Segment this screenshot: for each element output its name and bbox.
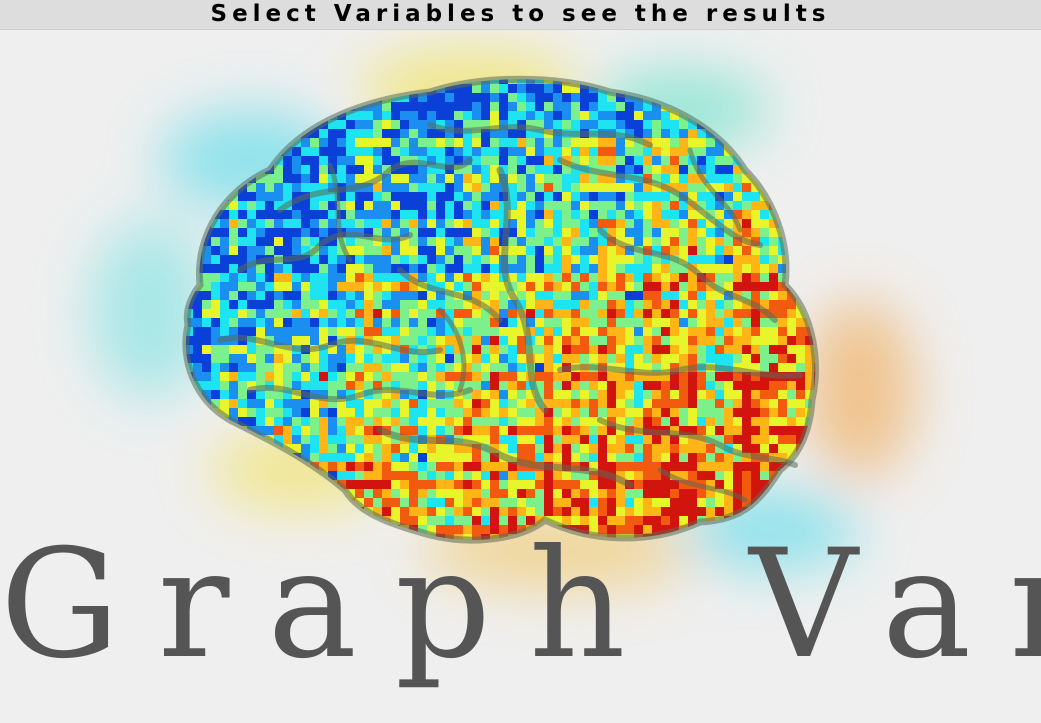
splash-panel xyxy=(0,30,1041,723)
results-status-message: Select Variables to see the results xyxy=(210,1,831,27)
graphvar-logo-title: Graph Var xyxy=(0,518,1041,692)
brain-logo xyxy=(90,50,915,590)
results-header-bar: Select Variables to see the results xyxy=(0,0,1041,30)
brain-gyri-outline xyxy=(186,79,816,540)
